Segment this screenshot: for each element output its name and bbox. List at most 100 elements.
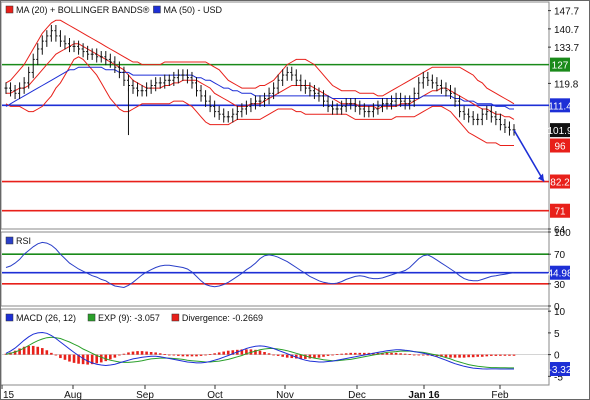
macd-hist-bar — [276, 354, 280, 356]
value-tag-lower-band-label: 96 — [554, 142, 566, 153]
price-bar — [335, 103, 339, 115]
macd-hist-bar — [290, 354, 294, 359]
legend-label-1-0: RSI — [16, 236, 31, 246]
price-bar — [426, 71, 430, 87]
macd-tag-box — [550, 362, 570, 377]
price-bar — [235, 105, 239, 120]
price-bar — [290, 66, 294, 81]
macd-hist-bar — [458, 354, 461, 358]
price-bar — [122, 66, 126, 87]
price-bar — [226, 111, 230, 123]
macd-hist-bar — [81, 354, 85, 365]
macd-hist-bar — [86, 354, 89, 365]
macd-hist-bar — [50, 352, 53, 355]
price-bar — [108, 53, 112, 68]
price-bar — [263, 92, 267, 107]
macd-hist-bar — [285, 354, 289, 358]
price-bar — [204, 90, 208, 107]
price-bar — [81, 43, 85, 58]
y-tick-0-3: 119.8 — [554, 79, 579, 90]
macd-hist-bar — [109, 354, 112, 360]
level-tag-resistance-label: 127 — [552, 61, 569, 72]
macd-hist-bar — [417, 354, 421, 356]
price-bar — [340, 100, 344, 115]
y-tick-1-3: 0 — [554, 302, 560, 313]
price-bar — [253, 95, 257, 110]
y-tick-2-0: 10 — [554, 307, 566, 318]
legend-label-2-2: Divergence: -0.2669 — [182, 313, 263, 323]
price-bar — [458, 95, 462, 118]
y-tick-0-2: 133.7 — [554, 43, 579, 54]
price-bar — [167, 74, 171, 87]
macd-hist-bar — [403, 353, 407, 355]
macd-hist-bar — [127, 352, 130, 355]
macd-hist-bar — [281, 354, 284, 357]
y-tick-1-2: 30 — [554, 280, 566, 291]
macd-hist-bar — [471, 354, 475, 358]
macd-hist-bar — [267, 353, 271, 355]
price-bar — [258, 95, 262, 107]
macd-hist-bar — [95, 354, 99, 364]
macd-hist-bar — [167, 354, 171, 356]
price-bar — [489, 105, 493, 123]
macd-hist-bar — [503, 354, 507, 356]
macd-hist-bar — [304, 354, 307, 359]
macd-hist-bar — [145, 351, 148, 355]
macd-hist-bar — [258, 350, 262, 355]
price-bar — [145, 82, 149, 97]
price-bar — [349, 98, 353, 110]
price-bar — [199, 84, 203, 102]
x-tick-7: Feb — [491, 390, 509, 400]
macd-hist-bar — [63, 354, 67, 360]
y-tick-0-0: 147.7 — [554, 7, 579, 18]
macd-hist-bar — [136, 351, 139, 355]
price-bar — [240, 103, 244, 118]
macd-hist-bar — [204, 354, 207, 356]
price-bar — [149, 79, 153, 94]
price-bar — [49, 24, 53, 42]
legend-swatch-0-0 — [5, 5, 14, 14]
price-bar — [63, 35, 67, 50]
price-bar — [294, 69, 298, 87]
macd-hist-bar — [226, 350, 230, 355]
bollinger-upper-line — [5, 19, 515, 105]
macd-hist-bar — [462, 354, 466, 358]
macd-hist-bar — [408, 354, 411, 355]
macd-hist-bar — [90, 354, 94, 365]
macd-hist-bar — [480, 354, 484, 357]
macd-hist-bar — [122, 353, 126, 355]
macd-hist-bar — [426, 354, 430, 356]
price-bar — [390, 95, 394, 110]
macd-hist-bar — [313, 354, 316, 359]
value-tag-last-price-box — [550, 123, 570, 138]
price-bar — [27, 66, 31, 89]
price-bar — [485, 105, 489, 120]
macd-hist-bar — [118, 354, 121, 356]
legend-label-2-0: MACD (26, 12) — [16, 313, 76, 323]
value-tag-last-price-label: 101.9 — [547, 126, 572, 137]
panel-frame-2 — [0, 308, 550, 386]
price-bar — [272, 82, 276, 100]
price-bar — [430, 74, 434, 89]
price-bar — [344, 98, 348, 113]
price-bar — [358, 100, 362, 115]
price-bar — [154, 77, 158, 92]
macd-hist-bar — [163, 354, 167, 355]
y-tick-2-2: 0 — [554, 351, 560, 362]
legend-label-0-0: MA (20) + BOLLINGER BANDS® — [16, 5, 150, 15]
x-tick-1: Aug — [64, 390, 82, 400]
price-bar — [176, 69, 180, 84]
macd-hist-bar — [158, 353, 162, 355]
legend-swatch-0-1 — [153, 5, 161, 14]
macd-hist-bar — [154, 352, 157, 355]
price-bar — [244, 100, 248, 115]
price-bar — [113, 56, 117, 73]
macd-hist-bar — [508, 354, 511, 356]
macd-hist-bar — [18, 348, 21, 355]
price-bar — [331, 100, 335, 115]
price-bar — [503, 118, 507, 133]
price-bar — [31, 53, 35, 79]
macd-hist-bar — [299, 354, 303, 359]
price-bar — [104, 51, 108, 66]
macd-hist-bar — [181, 354, 185, 357]
